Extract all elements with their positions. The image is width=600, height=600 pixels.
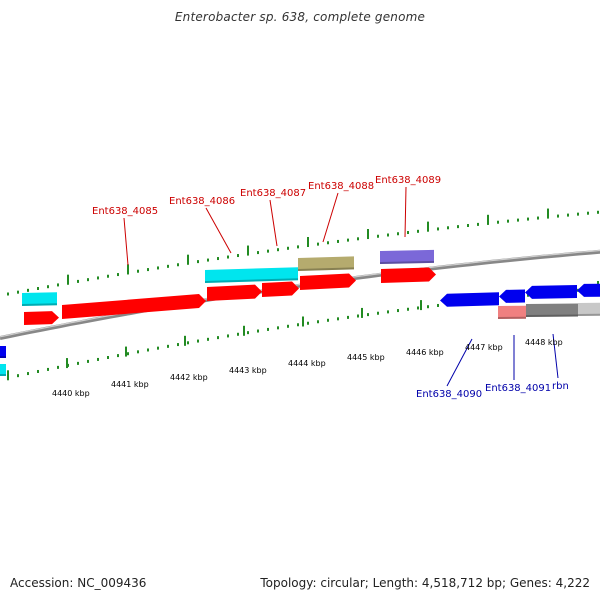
gene-arrow-forward [262,281,299,297]
gene-arrow-forward [24,311,59,325]
accession-text: Accession: NC_009436 [10,576,147,590]
leader-line-reverse [552,333,559,379]
scale-label: 4440 kbp [52,389,90,398]
feature-box [298,256,354,271]
scale-label: 4448 kbp [525,338,563,347]
gene-label-ent638-4089[interactable]: Ent638_4089 [375,175,441,186]
gene-label-ent638-4090[interactable]: Ent638_4090 [416,389,482,400]
feature-box-shade [526,314,578,317]
feature-box-shade [205,278,298,283]
gene-label-ent638-4086[interactable]: Ent638_4086 [169,196,235,207]
leader-line-forward [404,186,407,238]
map-title: Enterobacter sp. 638, complete genome [174,10,426,24]
gene-label-rbn[interactable]: rbn [552,381,569,392]
feature-box-shade [298,267,354,271]
feature-box [578,302,600,316]
leader-line-reverse [446,338,473,387]
feature-box [526,303,578,317]
feature-box-shade [380,260,434,264]
gene-arrow-forward [300,273,356,290]
gene-label-ent638-4088[interactable]: Ent638_4088 [308,181,374,192]
leader-line-forward [322,192,339,243]
scale-label: 4446 kbp [406,348,444,357]
leader-line-forward [205,207,232,254]
gene-arrow-forward [381,267,436,283]
scale-label: 4444 kbp [288,359,326,368]
scale-label: 4447 kbp [465,343,503,352]
feature-box-shade [22,303,57,306]
feature-box [0,364,6,376]
gene-label-ent638-4091[interactable]: Ent638_4091 [485,383,551,394]
feature-box [22,292,57,306]
feature-box [380,249,434,264]
gene-arrow-forward [62,294,206,319]
reverse-gene-labels: Ent638_4090 Ent638_4091 rbn [416,381,569,400]
feature-box-shade [0,374,6,376]
genome-summary-text: Topology: circular; Length: 4,518,712 bp… [260,576,590,590]
leader-line-forward [269,199,278,247]
scale-label: 4445 kbp [347,353,385,362]
feature-box-shade [578,313,600,316]
label-leader-lines [123,186,559,387]
feature-box-shade [498,316,526,319]
feature-track [0,249,600,376]
scale-label: 4441 kbp [111,380,149,389]
feature-box [0,346,6,358]
gene-arrow-reverse [525,284,577,299]
feature-box-shade [0,356,6,358]
scale-label: 4442 kbp [170,373,208,382]
gene-arrow-forward [207,284,262,301]
leader-line-forward [123,217,129,266]
forward-gene-labels: Ent638_4085 Ent638_4086 Ent638_4087 Ent6… [92,175,441,217]
gene-label-ent638-4087[interactable]: Ent638_4087 [240,188,306,199]
gene-label-ent638-4085[interactable]: Ent638_4085 [92,206,158,217]
gene-arrow-reverse [499,289,525,303]
gene-arrow-reverse [440,292,499,307]
feature-box [498,305,526,319]
gene-track [24,267,600,325]
scale-labels: 4440 kbp 4441 kbp 4442 kbp 4443 kbp 4444… [52,338,563,398]
scale-label: 4443 kbp [229,366,267,375]
gene-arrow-reverse [577,283,600,297]
feature-box [205,267,298,283]
